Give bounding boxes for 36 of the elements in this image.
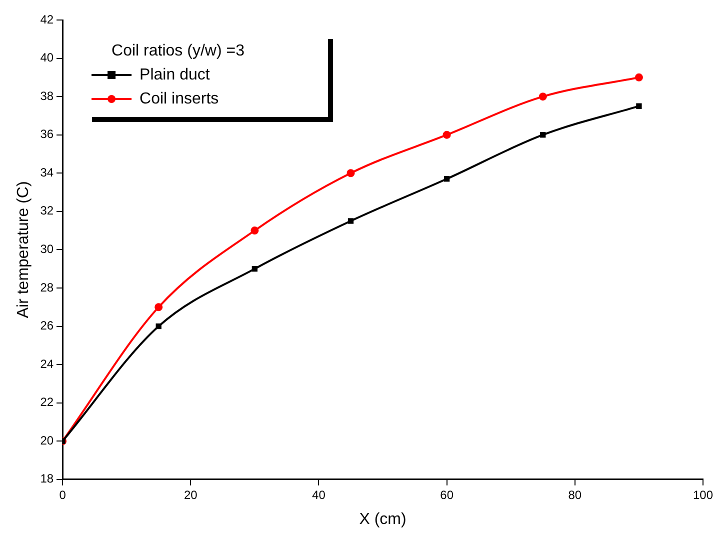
y-tick-label: 26 (40, 318, 54, 333)
y-tick-label: 20 (40, 433, 54, 448)
y-tick-label: 30 (40, 242, 54, 256)
y-tick-label: 34 (40, 165, 54, 180)
y-tick-label: 24 (40, 356, 54, 371)
y-tick-label: 28 (40, 280, 54, 294)
x-tick-label: 20 (184, 488, 198, 502)
point (538, 92, 547, 101)
y-tick-label: 32 (40, 204, 54, 218)
x-tick-label: 40 (312, 488, 326, 502)
legend-label: Coil inserts (140, 90, 219, 108)
legend-title: Coil ratios (y/w) =3 (112, 42, 245, 60)
point (442, 130, 451, 139)
x-tick-label: 80 (568, 488, 582, 502)
y-tick-label: 42 (40, 12, 54, 26)
point (634, 73, 643, 82)
point (346, 169, 355, 178)
x-axis-title: X (cm) (359, 510, 406, 528)
point (252, 266, 258, 272)
y-tick-label: 18 (40, 472, 54, 486)
y-tick-label: 22 (40, 395, 54, 410)
point (250, 226, 259, 235)
point (636, 103, 642, 109)
x-tick-label: 100 (692, 488, 714, 502)
point (154, 303, 163, 312)
y-axis-title: Air temperature (C) (15, 181, 32, 318)
x-tick-label: 60 (440, 488, 454, 502)
point (444, 176, 450, 182)
x-tick-label: 0 (59, 488, 66, 502)
legend-label: Plain duct (140, 66, 210, 84)
y-tick-label: 38 (40, 88, 54, 103)
point (156, 323, 162, 330)
y-tick-label: 36 (40, 127, 54, 142)
point (348, 218, 354, 224)
point (540, 132, 546, 138)
y-tick-label: 40 (40, 50, 54, 65)
